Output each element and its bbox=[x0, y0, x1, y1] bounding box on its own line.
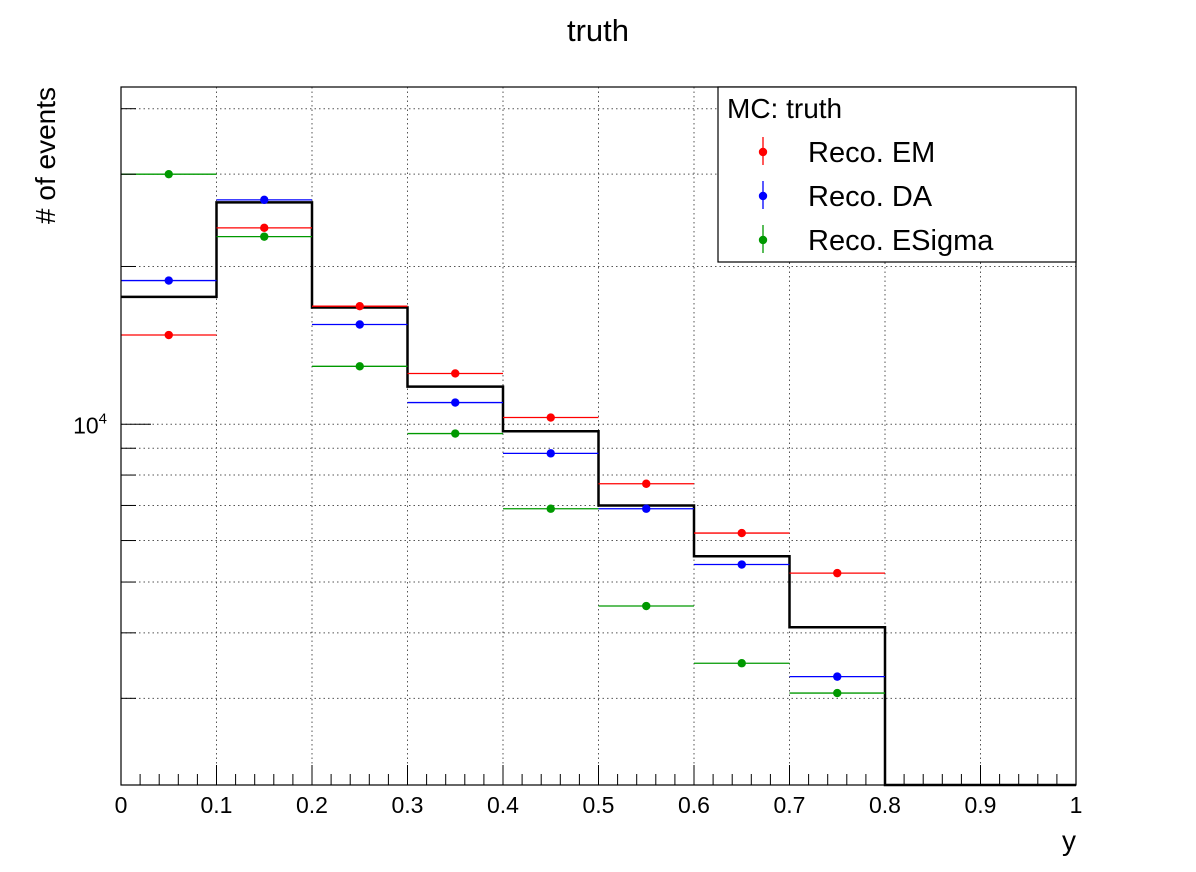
x-tick-label: 0.8 bbox=[869, 792, 901, 818]
legend-header: MC: truth bbox=[727, 93, 842, 124]
axes: 0 0.1 0.2 0.3 0.4 0.5 0.6 0.7 0.8 0.9 1 104 bbox=[73, 108, 1083, 818]
x-tick-label: 0.1 bbox=[201, 792, 233, 818]
data-point bbox=[164, 276, 173, 285]
data-point bbox=[737, 528, 746, 538]
x-tick-label: 1 bbox=[1070, 792, 1083, 818]
legend: MC: truth Reco. EM Reco. DA Reco. ESigma bbox=[717, 86, 1077, 263]
chart-title: truth bbox=[567, 13, 629, 48]
x-tick-label: 0.5 bbox=[583, 792, 615, 818]
data-point bbox=[642, 504, 651, 513]
y-axis-label: # of events bbox=[30, 87, 61, 224]
truth-histogram-line bbox=[121, 201, 1076, 787]
data-point bbox=[642, 479, 651, 488]
reco-series bbox=[121, 169, 885, 698]
data-point bbox=[451, 369, 460, 378]
x-tick-label: 0.4 bbox=[487, 792, 519, 818]
data-point bbox=[260, 223, 269, 233]
data-point bbox=[451, 398, 460, 407]
legend-items: Reco. EM Reco. DA Reco. ESigma bbox=[758, 137, 994, 257]
data-point bbox=[546, 504, 555, 513]
data-point bbox=[737, 560, 746, 569]
data-point bbox=[260, 195, 269, 205]
x-tick-label: 0.9 bbox=[965, 792, 997, 818]
data-point bbox=[451, 429, 460, 438]
legend-marker bbox=[758, 147, 768, 157]
data-point bbox=[355, 320, 364, 329]
legend-label: Reco. DA bbox=[808, 181, 933, 213]
legend-label: Reco. EM bbox=[808, 137, 935, 169]
x-tick-label: 0.3 bbox=[392, 792, 424, 818]
data-point bbox=[833, 568, 842, 578]
data-point bbox=[355, 301, 364, 311]
x-tick-label: 0.2 bbox=[296, 792, 328, 818]
truth-histogram bbox=[121, 201, 1076, 787]
data-point bbox=[260, 232, 269, 241]
legend-box bbox=[717, 86, 1077, 263]
data-point bbox=[546, 413, 555, 422]
x-tick-label: 0.6 bbox=[678, 792, 710, 818]
data-point bbox=[164, 169, 173, 179]
data-point bbox=[164, 330, 173, 340]
legend-marker bbox=[758, 235, 768, 245]
data-point bbox=[642, 601, 651, 611]
series-reco-esigma bbox=[121, 169, 885, 698]
data-point bbox=[355, 362, 364, 371]
x-tick-label: 0 bbox=[115, 792, 128, 818]
x-axis-label: y bbox=[1062, 825, 1076, 856]
legend-marker bbox=[758, 191, 768, 201]
x-tick-label: 0.7 bbox=[774, 792, 806, 818]
y-tick-label: 104 bbox=[73, 410, 107, 438]
data-point bbox=[833, 688, 842, 698]
data-point bbox=[737, 659, 746, 668]
data-point bbox=[546, 449, 555, 458]
series-reco-em bbox=[121, 223, 885, 578]
series-reco-da bbox=[121, 195, 885, 681]
legend-label: Reco. ESigma bbox=[808, 225, 994, 257]
data-point bbox=[833, 672, 842, 681]
